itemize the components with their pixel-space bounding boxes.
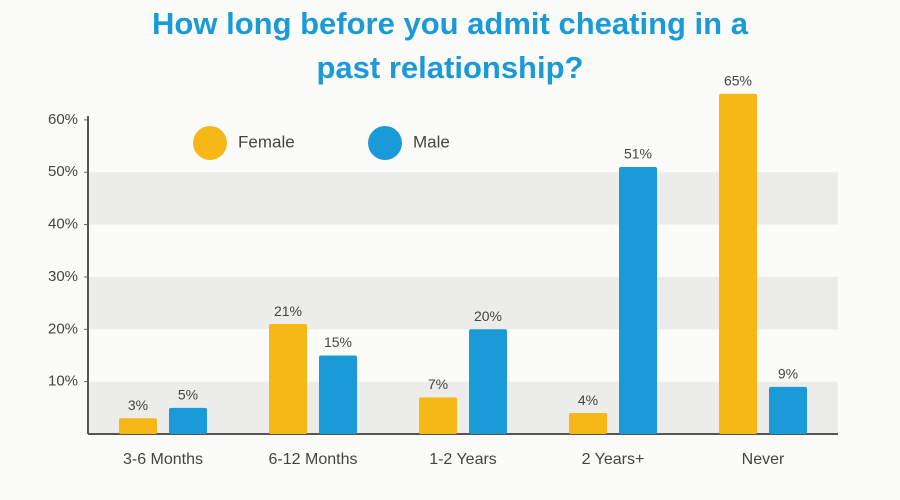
legend-label: Female xyxy=(238,132,295,151)
legend-swatch xyxy=(193,126,227,160)
value-label: 21% xyxy=(274,303,302,319)
bar xyxy=(619,167,657,434)
x-tick-label: 1-2 Years xyxy=(429,451,497,468)
y-tick-label: 60% xyxy=(48,111,78,128)
value-label: 4% xyxy=(578,392,598,408)
x-tick-label: 2 Years+ xyxy=(582,451,645,468)
bar xyxy=(769,386,807,434)
value-label: 3% xyxy=(128,397,148,413)
y-tick-label: 50% xyxy=(48,163,78,180)
legend-label: Male xyxy=(413,132,450,151)
bar xyxy=(169,407,207,434)
bar xyxy=(319,355,357,434)
bar xyxy=(719,93,757,435)
value-label: 7% xyxy=(428,376,448,392)
grid-band xyxy=(88,172,838,225)
value-label: 65% xyxy=(724,72,752,88)
value-label: 20% xyxy=(474,308,502,324)
value-label: 5% xyxy=(178,387,198,403)
x-tick-label: 3-6 Months xyxy=(123,451,203,468)
y-tick-label: 30% xyxy=(48,268,78,285)
y-tick-label: 10% xyxy=(48,373,78,390)
grid-band xyxy=(88,276,838,330)
y-tick-label: 40% xyxy=(48,216,78,233)
value-label: 51% xyxy=(624,146,652,162)
value-label: 15% xyxy=(324,334,352,350)
bar xyxy=(419,397,457,434)
bar xyxy=(569,413,607,434)
x-tick-label: Never xyxy=(742,451,785,468)
chart-title: How long before you admit cheating in a … xyxy=(152,6,748,85)
bar xyxy=(469,329,507,434)
x-tick-label: 6-12 Months xyxy=(269,451,358,468)
y-tick-label: 20% xyxy=(48,320,78,337)
value-label: 9% xyxy=(778,366,798,382)
grid-band xyxy=(88,381,838,434)
bar xyxy=(269,324,307,434)
legend-swatch xyxy=(368,126,402,160)
bar xyxy=(119,418,157,434)
